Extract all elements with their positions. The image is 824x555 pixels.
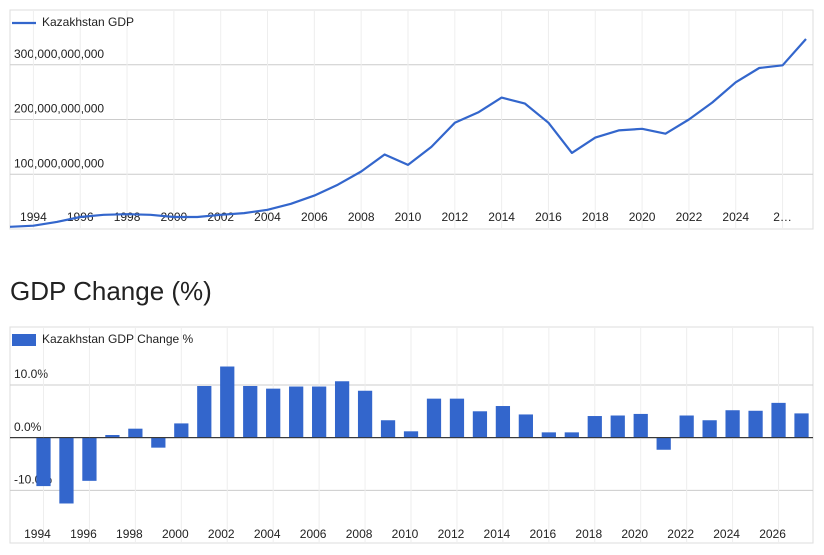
x-tick-label: 2018 <box>582 210 609 224</box>
bar <box>702 420 717 438</box>
bar <box>748 410 763 438</box>
bar <box>380 420 396 438</box>
x-tick-label: 2004 <box>254 527 281 541</box>
bar <box>610 415 625 438</box>
bar <box>82 437 97 481</box>
x-tick-label: 2022 <box>667 527 694 541</box>
x-tick-label: 2014 <box>484 527 511 541</box>
chart-title: GDP Change (%) <box>10 276 212 306</box>
bar <box>656 437 671 450</box>
legend-swatch <box>12 334 36 346</box>
x-tick-label: 2012 <box>441 210 468 224</box>
x-tick-label: 2006 <box>301 210 328 224</box>
x-tick-label: 2016 <box>529 527 556 541</box>
bar <box>220 366 235 438</box>
x-tick-label: 2004 <box>254 210 281 224</box>
x-tick-label: 2014 <box>488 210 515 224</box>
x-tick-label: 2000 <box>162 527 189 541</box>
bar <box>426 398 442 438</box>
bar <box>472 411 488 438</box>
bar <box>495 406 511 438</box>
y-tick-label: 10.0% <box>14 367 48 381</box>
bar <box>59 437 74 504</box>
x-tick-label: 2024 <box>713 527 740 541</box>
bar <box>36 437 51 487</box>
bar <box>587 416 602 438</box>
y-tick-label: 200,000,000,000 <box>14 102 104 116</box>
x-tick-label: 2006 <box>300 527 327 541</box>
bar <box>518 414 533 438</box>
bar <box>564 432 579 438</box>
x-tick-label: 1994 <box>24 527 51 541</box>
x-tick-label: 2020 <box>629 210 656 224</box>
legend-label: Kazakhstan GDP Change % <box>42 332 194 346</box>
bar <box>128 428 143 438</box>
bar <box>243 386 258 438</box>
y-tick-label: 100,000,000,000 <box>14 156 104 170</box>
bar <box>679 415 694 438</box>
y-tick-label: 0.0% <box>14 420 42 434</box>
bar <box>289 386 304 438</box>
line <box>9 38 807 228</box>
bar <box>771 402 786 438</box>
x-tick-label: 2002 <box>207 210 234 224</box>
bar <box>403 431 419 438</box>
x-tick-label: 2024 <box>722 210 749 224</box>
bar <box>334 381 350 438</box>
x-tick-label: 2010 <box>395 210 422 224</box>
bar <box>633 413 648 438</box>
bar <box>794 413 809 438</box>
x-tick-label: 2002 <box>208 527 235 541</box>
x-tick-label: 2010 <box>392 527 419 541</box>
x-tick-label: 1998 <box>116 527 143 541</box>
x-tick-label: 1998 <box>114 210 141 224</box>
x-tick-label: 2026 <box>759 527 786 541</box>
bar <box>266 388 281 438</box>
bar <box>174 423 189 438</box>
x-tick-label: 2008 <box>346 527 373 541</box>
bar <box>312 386 327 438</box>
bar <box>449 398 465 438</box>
x-tick-label: 1994 <box>20 210 47 224</box>
bar <box>357 390 373 438</box>
bar <box>197 386 212 438</box>
x-tick-label: 2… <box>773 210 792 224</box>
x-tick-label: 2016 <box>535 210 562 224</box>
x-tick-label: 2020 <box>621 527 648 541</box>
bar <box>725 410 740 438</box>
bar <box>151 437 166 448</box>
x-tick-label: 2022 <box>676 210 703 224</box>
x-tick-label: 2018 <box>575 527 602 541</box>
legend-label: Kazakhstan GDP <box>42 15 134 29</box>
bar <box>541 432 556 438</box>
bar <box>105 435 120 438</box>
y-tick-label: 300,000,000,000 <box>14 47 104 61</box>
x-tick-label: 2008 <box>348 210 375 224</box>
x-tick-label: 1996 <box>70 527 97 541</box>
x-tick-label: 2012 <box>438 527 465 541</box>
